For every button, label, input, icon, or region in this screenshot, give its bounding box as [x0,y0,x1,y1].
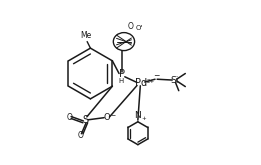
Text: −: − [153,71,159,80]
Text: O': O' [135,25,143,31]
Text: O: O [66,113,72,122]
Text: H: H [118,78,123,84]
Text: Si: Si [170,76,179,84]
Text: N: N [134,111,141,120]
Text: O: O [78,131,84,140]
Text: 2+: 2+ [147,79,155,84]
Text: Me: Me [80,31,91,40]
Text: P: P [118,69,124,79]
Text: Pd: Pd [135,78,147,88]
Text: O: O [128,22,133,31]
Text: −: − [110,113,115,118]
Text: S: S [82,115,88,125]
Text: O: O [103,113,110,122]
Text: +: + [141,116,146,121]
